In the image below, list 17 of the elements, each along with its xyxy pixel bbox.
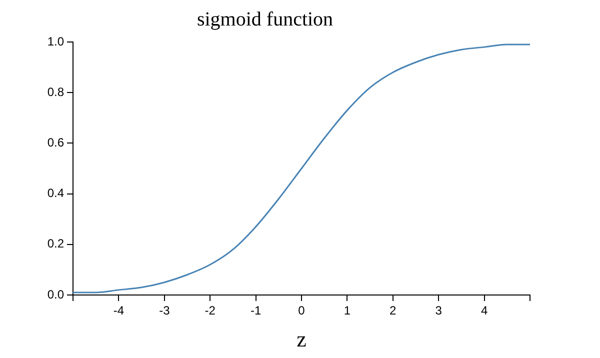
y-tick-label: 0.4: [47, 186, 64, 200]
x-axis-title: z: [296, 326, 307, 352]
x-tick-label: -1: [250, 304, 262, 318]
y-tick-label: 0.8: [47, 84, 64, 99]
x-tick-label: 0: [298, 304, 306, 318]
x-tick-label: 2: [390, 304, 397, 318]
x-tick-label: 3: [435, 304, 442, 318]
x-tick-label: 1: [344, 304, 351, 318]
y-tick-label: 0.6: [47, 136, 64, 150]
x-tick-label: -4: [113, 304, 124, 318]
x-tick-label: 4: [480, 304, 488, 318]
chart-title: sigmoid function: [196, 8, 334, 30]
x-tick-label: -3: [159, 304, 170, 318]
y-tick-label: 0.2: [47, 236, 64, 251]
y-tick-label: 1.0: [47, 34, 64, 48]
x-tick-label: -2: [204, 304, 216, 318]
y-tick-label: 0.0: [47, 287, 64, 302]
